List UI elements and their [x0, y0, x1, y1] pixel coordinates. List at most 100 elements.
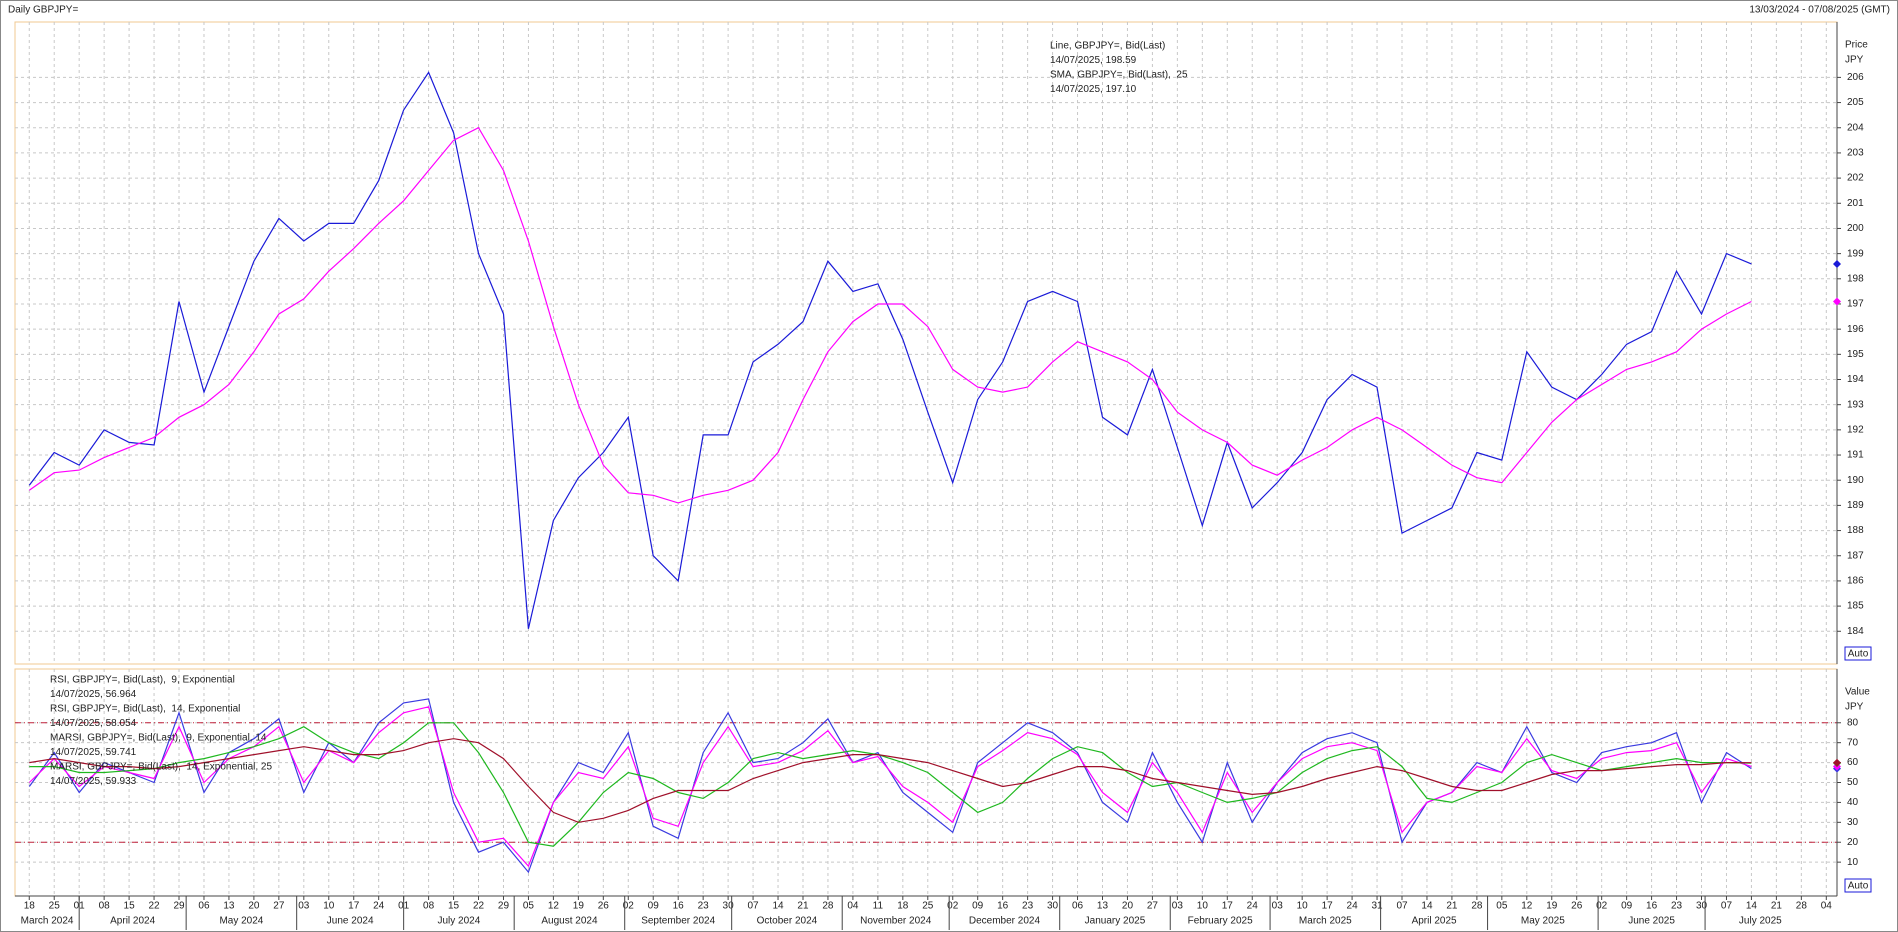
x-tick-label: 09: [648, 901, 660, 912]
series-line: [28, 706, 1752, 868]
month-label: March 2025: [1299, 916, 1352, 927]
legend-label: SMA, GBPJPY=, Bid(Last), 25: [1050, 70, 1188, 81]
x-tick-label: 12: [1521, 901, 1533, 912]
x-tick-label: 23: [1671, 901, 1683, 912]
x-tick-label: 09: [972, 901, 984, 912]
x-tick-label: 02: [1596, 901, 1608, 912]
x-tick-label: 24: [1347, 901, 1359, 912]
x-tick-label: 14: [772, 901, 784, 912]
x-tick-label: 09: [1621, 901, 1633, 912]
y-tick-label: 196: [1847, 324, 1864, 335]
x-tick-label: 19: [1546, 901, 1558, 912]
x-tick-label: 21: [1771, 901, 1783, 912]
month-label: May 2024: [219, 916, 263, 927]
x-tick-label: 28: [1796, 901, 1808, 912]
y-tick-label: 190: [1847, 475, 1864, 486]
x-tick-label: 22: [473, 901, 485, 912]
x-tick-label: 16: [1646, 901, 1658, 912]
x-tick-label: 13: [1097, 901, 1109, 912]
y-tick-label: 10: [1847, 857, 1859, 868]
x-tick-label: 07: [1396, 901, 1408, 912]
y-tick-label: 186: [1847, 576, 1864, 587]
month-label: July 2025: [1739, 916, 1782, 927]
x-tick-label: 08: [99, 901, 111, 912]
month-label: July 2024: [438, 916, 481, 927]
x-tick-label: 05: [1496, 901, 1508, 912]
x-tick-label: 29: [173, 901, 185, 912]
date-range: 13/03/2024 - 07/08/2025 (GMT): [1749, 5, 1890, 16]
auto-button-label[interactable]: Auto: [1848, 649, 1869, 660]
x-tick-label: 28: [822, 901, 834, 912]
auto-button[interactable]: [1844, 878, 1872, 893]
legend-value: 14/07/2025, 59.933: [50, 776, 137, 787]
auto-button-label[interactable]: Auto: [1848, 881, 1869, 892]
y-axis-label: Price: [1845, 40, 1868, 51]
x-tick-label: 07: [1721, 901, 1733, 912]
y-tick-label: 30: [1847, 817, 1859, 828]
month-label: May 2025: [1521, 916, 1565, 927]
x-tick-label: 31: [1371, 901, 1383, 912]
x-tick-label: 28: [1471, 901, 1483, 912]
x-tick-label: 10: [1297, 901, 1309, 912]
x-tick-label: 05: [523, 901, 535, 912]
month-label: December 2024: [969, 916, 1041, 927]
month-label: April 2024: [110, 916, 155, 927]
x-tick-label: 10: [1197, 901, 1209, 912]
x-tick-label: 27: [273, 901, 285, 912]
y-tick-label: 184: [1847, 626, 1864, 637]
y-axis-unit: JPY: [1845, 702, 1864, 713]
x-tick-label: 30: [1047, 901, 1059, 912]
x-tick-label: 24: [1247, 901, 1259, 912]
series-line: [29, 722, 1752, 847]
y-tick-label: 70: [1847, 737, 1859, 748]
x-tick-label: 11: [873, 901, 884, 912]
x-tick-label: 21: [1446, 901, 1458, 912]
last-value-marker: [1833, 758, 1841, 767]
x-tick-label: 02: [947, 901, 959, 912]
x-tick-label: 20: [1122, 901, 1134, 912]
x-tick-label: 16: [673, 901, 685, 912]
legend-value: 14/07/2025, 58.054: [50, 718, 137, 729]
y-tick-label: 206: [1847, 72, 1864, 83]
y-tick-label: 40: [1847, 797, 1859, 808]
legend-value: 14/07/2025, 198.59: [1050, 55, 1137, 66]
month-label: November 2024: [860, 916, 932, 927]
x-tick-label: 12: [548, 901, 560, 912]
legend-label: MARSI, GBPJPY=, Bid(Last), 14, Exponenti…: [50, 762, 272, 773]
x-tick-label: 14: [1421, 901, 1433, 912]
last-value-marker: [1833, 259, 1841, 268]
x-tick-label: 26: [1571, 901, 1583, 912]
x-tick-label: 20: [248, 901, 260, 912]
y-tick-label: 193: [1847, 399, 1864, 410]
last-value-marker: [1833, 297, 1841, 306]
y-tick-label: 199: [1847, 248, 1864, 259]
y-axis-label: Value: [1845, 687, 1870, 698]
month-label: October 2024: [757, 916, 818, 927]
x-tick-label: 14: [1746, 901, 1758, 912]
x-tick-label: 25: [922, 901, 934, 912]
month-label: September 2024: [641, 916, 715, 927]
y-tick-label: 204: [1847, 122, 1864, 133]
y-tick-label: 194: [1847, 374, 1864, 385]
y-tick-label: 60: [1847, 757, 1859, 768]
legend-label: Line, GBPJPY=, Bid(Last): [1050, 41, 1165, 52]
x-tick-label: 29: [498, 901, 510, 912]
x-tick-label: 21: [797, 901, 809, 912]
x-tick-label: 17: [348, 901, 360, 912]
x-tick-label: 25: [49, 901, 61, 912]
month-label: February 2025: [1188, 916, 1253, 927]
x-tick-label: 02: [623, 901, 635, 912]
x-tick-label: 17: [1322, 901, 1334, 912]
x-tick-label: 23: [698, 901, 710, 912]
month-label: March 2024: [21, 916, 74, 927]
y-tick-label: 187: [1847, 550, 1864, 561]
y-tick-label: 201: [1847, 198, 1864, 209]
month-label: June 2025: [1628, 916, 1675, 927]
auto-button[interactable]: [1844, 646, 1872, 661]
x-tick-label: 22: [148, 901, 160, 912]
y-tick-label: 200: [1847, 223, 1864, 234]
x-tick-label: 07: [748, 901, 760, 912]
legend-label: RSI, GBPJPY=, Bid(Last), 9, Exponential: [50, 675, 235, 686]
